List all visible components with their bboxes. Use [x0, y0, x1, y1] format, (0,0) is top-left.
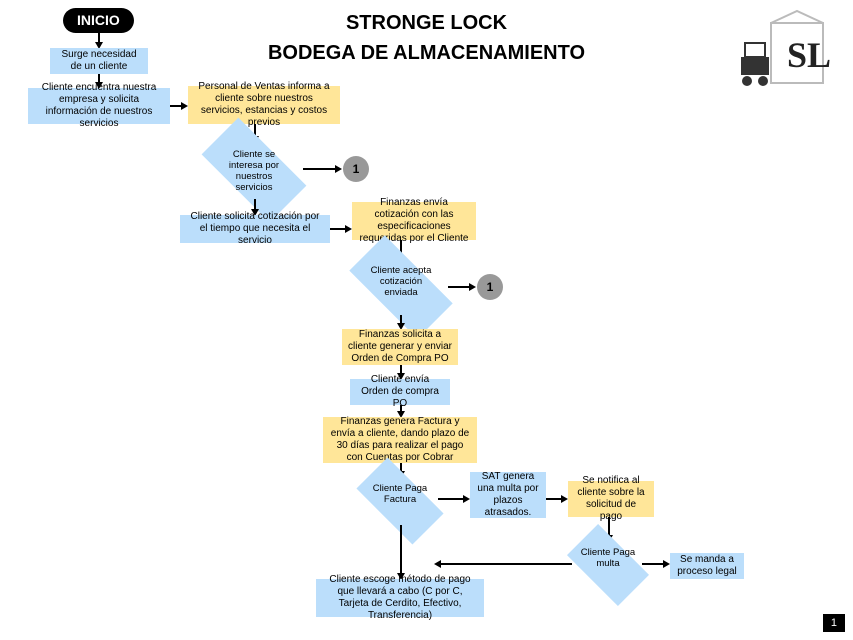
node-finance-quote: Finanzas envía cotización con las especi…: [352, 202, 476, 240]
node-need: Surge necesidad de un cliente: [50, 48, 148, 74]
node-request-quote: Cliente solicita cotización por el tiemp…: [180, 215, 330, 243]
arrowhead: [181, 102, 188, 110]
decision-accept-quote: Cliente acepta cotización enviada: [364, 262, 438, 312]
decision-pays-fine: Cliente Paga multa: [578, 543, 638, 587]
arrowhead: [335, 165, 342, 173]
arrowhead: [561, 495, 568, 503]
arrowhead: [434, 560, 441, 568]
node-find-company: Cliente encuentra nuestra empresa y soli…: [28, 88, 170, 124]
svg-text:SL: SL: [787, 35, 831, 75]
connector-1a: 1: [343, 156, 369, 182]
node-notify-client: Se notifica al cliente sobre la solicitu…: [568, 481, 654, 517]
arrow: [303, 168, 336, 170]
arrowhead: [663, 560, 670, 568]
arrow: [642, 563, 664, 565]
arrowhead: [463, 495, 470, 503]
company-logo: SL: [733, 5, 843, 105]
arrow: [438, 498, 464, 500]
node-finance-invoice: Finanzas genera Factura y envía a client…: [323, 417, 477, 463]
node-finance-request-po: Finanzas solicita a cliente generar y en…: [342, 329, 458, 365]
node-sat-fine: SAT genera una multa por plazos atrasado…: [470, 472, 546, 518]
arrowhead: [469, 283, 476, 291]
node-sales-informs: Personal de Ventas informa a cliente sob…: [188, 86, 340, 124]
arrow: [448, 286, 470, 288]
arrow: [440, 563, 572, 565]
arrowhead: [345, 225, 352, 233]
node-payment-method: Cliente escoge método de pago que llevar…: [316, 579, 484, 617]
node-client-sends-po: Cliente envía Orden de compra PO: [350, 379, 450, 405]
decision-pays-invoice: Cliente Paga Factura: [367, 479, 433, 523]
decision-interested: Cliente se interesa por nuestros servici…: [217, 144, 291, 196]
arrow: [400, 525, 402, 575]
connector-1b: 1: [477, 274, 503, 300]
arrow: [546, 498, 562, 500]
node-legal-process: Se manda a proceso legal: [670, 553, 744, 579]
arrow: [330, 228, 346, 230]
page-number: 1: [823, 614, 845, 632]
start-node: INICIO: [63, 8, 134, 33]
